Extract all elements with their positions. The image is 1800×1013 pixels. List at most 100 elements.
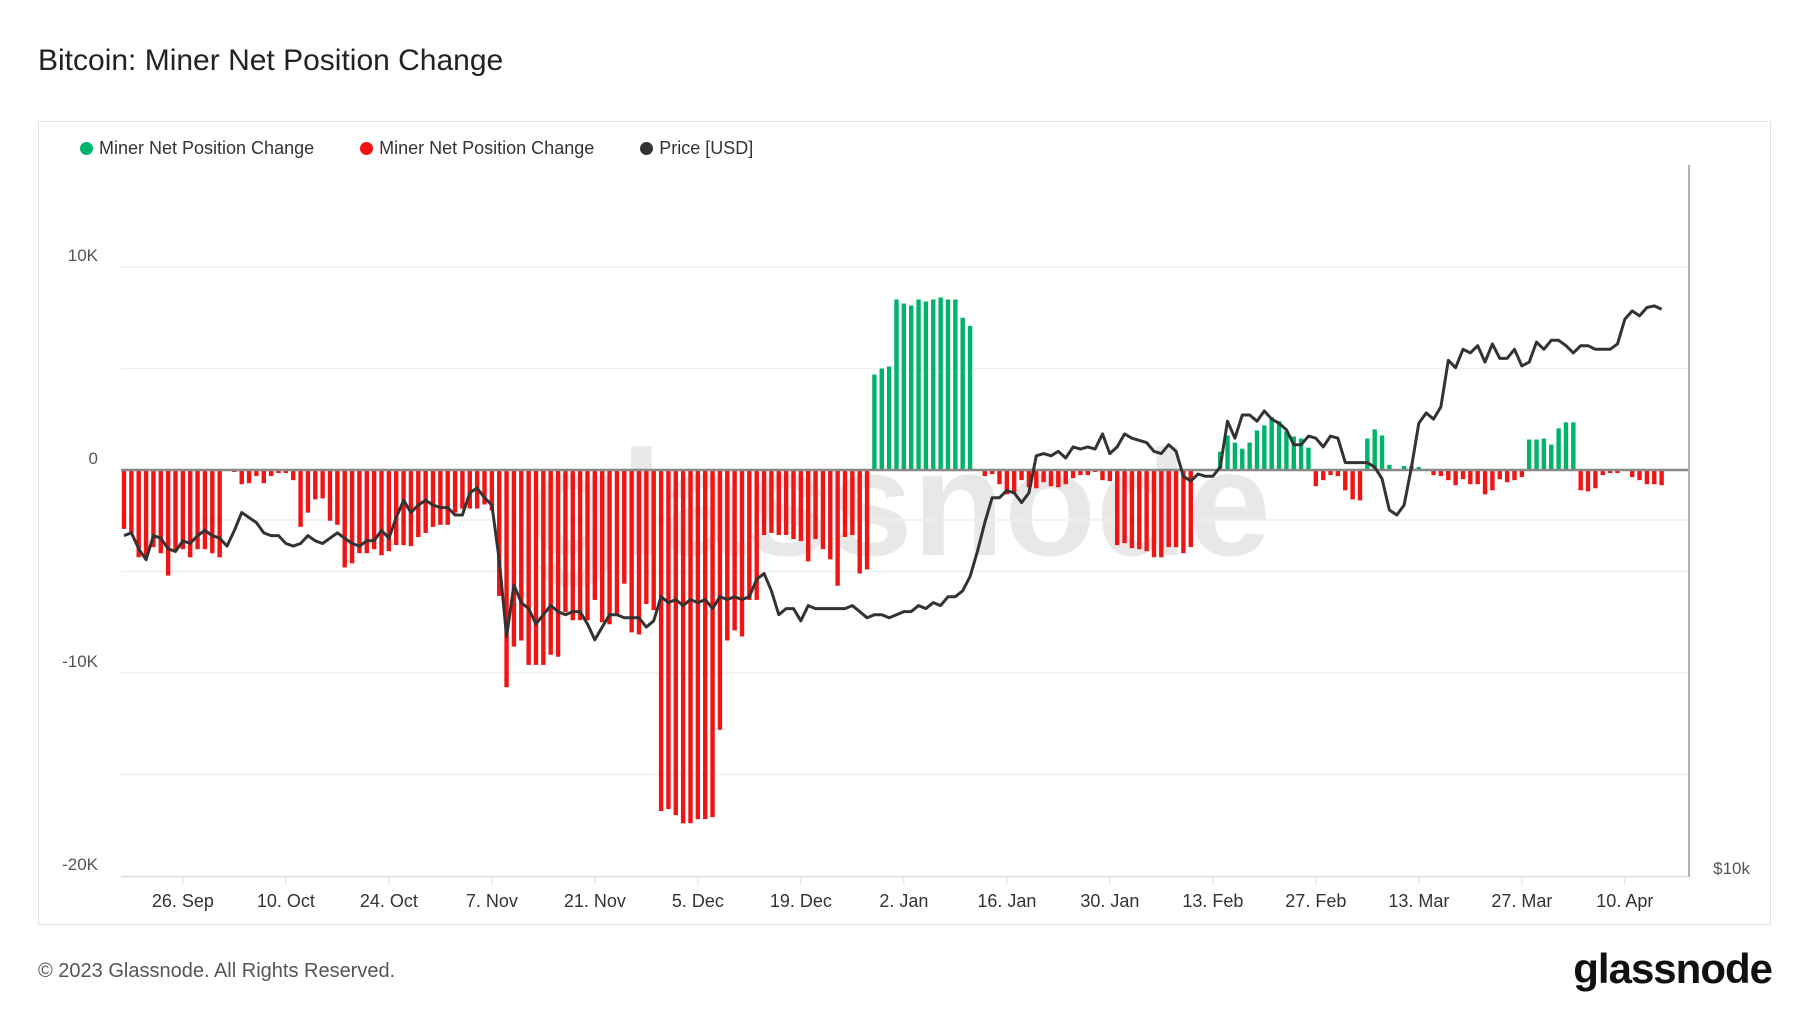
bar-positive xyxy=(1526,439,1532,470)
bar-positive xyxy=(1549,444,1554,470)
bar-negative xyxy=(710,470,715,818)
bar-negative xyxy=(1004,470,1010,495)
bar-positive xyxy=(1225,435,1230,470)
bar-negative xyxy=(298,470,303,527)
bar-positive xyxy=(872,374,877,470)
bar-positive xyxy=(1372,429,1377,470)
bar-negative xyxy=(1578,470,1583,491)
x-tick-label: 2. Jan xyxy=(879,891,928,911)
legend-item-inflow[interactable]: Miner Net Position Change xyxy=(80,138,314,159)
bar-negative xyxy=(1652,470,1657,485)
bar-negative xyxy=(519,470,524,641)
bar-negative xyxy=(1034,470,1039,489)
bar-negative xyxy=(313,470,318,500)
bar-negative xyxy=(1320,470,1326,481)
bar-positive xyxy=(923,301,929,470)
bar-negative xyxy=(408,470,414,547)
bar-negative xyxy=(460,470,465,509)
bar-negative xyxy=(585,470,590,621)
bar-positive xyxy=(931,299,936,470)
bar-negative xyxy=(1512,470,1517,481)
bar-negative xyxy=(680,470,686,824)
bar-negative xyxy=(688,470,693,824)
bar-negative xyxy=(1063,470,1068,485)
bar-positive xyxy=(1541,438,1547,470)
bar-negative xyxy=(666,470,671,810)
bar-negative xyxy=(570,470,575,621)
bar-positive xyxy=(1247,442,1252,470)
bar-negative xyxy=(401,470,406,546)
bar-negative xyxy=(371,470,377,550)
bar-negative xyxy=(136,470,141,558)
bar-negative xyxy=(592,470,598,600)
bar-negative xyxy=(1085,470,1090,476)
bar-negative xyxy=(1011,470,1017,493)
bar-negative xyxy=(430,470,436,527)
bar-negative xyxy=(1026,470,1032,488)
bar-positive xyxy=(1269,417,1274,470)
glassnode-logo: glassnode xyxy=(1573,945,1773,992)
bar-negative xyxy=(158,470,163,554)
bar-negative xyxy=(1637,470,1642,481)
bar-negative xyxy=(1460,470,1466,480)
bar-negative xyxy=(658,470,664,812)
x-tick-label: 5. Dec xyxy=(672,891,724,911)
bar-positive xyxy=(1276,421,1282,470)
bar-negative xyxy=(577,470,583,621)
bar-positive xyxy=(938,297,943,470)
bar-negative xyxy=(776,470,781,535)
bar-negative xyxy=(1585,470,1591,492)
bar-positive xyxy=(1365,438,1370,470)
legend-label: Miner Net Position Change xyxy=(99,138,315,158)
x-tick-label: 13. Feb xyxy=(1182,891,1243,911)
bar-negative xyxy=(989,470,995,475)
bar-negative xyxy=(982,470,987,477)
y-tick-label: 10K xyxy=(68,246,99,265)
bar-negative xyxy=(739,470,745,637)
legend-item-outflow[interactable]: Miner Net Position Change xyxy=(360,138,594,159)
bar-negative xyxy=(438,470,443,525)
x-tick-label: 27. Feb xyxy=(1285,891,1346,911)
bar-negative xyxy=(239,470,244,485)
bar-positive xyxy=(1401,465,1407,470)
bar-positive xyxy=(1240,448,1245,470)
bar-negative xyxy=(511,470,517,647)
bar-negative xyxy=(1166,470,1171,548)
bar-negative xyxy=(349,470,355,564)
bar-negative xyxy=(732,470,737,631)
price-line xyxy=(123,304,1663,642)
x-tick-label: 27. Mar xyxy=(1491,891,1552,911)
bar-negative xyxy=(504,470,509,688)
bar-negative xyxy=(622,470,627,584)
bar-negative xyxy=(386,470,392,552)
bar-negative xyxy=(357,470,362,554)
bar-negative xyxy=(1350,470,1355,500)
x-tick-label: 16. Jan xyxy=(977,891,1036,911)
x-tick-label: 26. Sep xyxy=(152,891,214,911)
bar-negative xyxy=(467,470,472,509)
bar-negative xyxy=(1151,470,1157,558)
bar-negative xyxy=(1600,470,1605,476)
right-axis-tick-label: $10k xyxy=(1713,859,1750,878)
bar-positive xyxy=(1254,430,1260,470)
bar-negative xyxy=(864,470,870,570)
bar-positive xyxy=(953,299,958,470)
bar-negative xyxy=(783,470,789,535)
x-tick-label: 30. Jan xyxy=(1080,891,1139,911)
bar-negative xyxy=(364,470,369,554)
bar-negative xyxy=(813,470,818,540)
bar-negative xyxy=(1519,470,1525,478)
bar-negative xyxy=(1019,470,1024,481)
bar-negative xyxy=(1453,470,1458,486)
bar-negative xyxy=(305,470,311,513)
bar-negative xyxy=(268,470,274,477)
bar-negative xyxy=(850,470,855,535)
bar-negative xyxy=(1504,470,1510,483)
legend-item-price[interactable]: Price [USD] xyxy=(640,138,753,159)
bar-negative xyxy=(1629,470,1635,478)
bar-negative xyxy=(1343,470,1348,491)
bar-negative xyxy=(283,470,289,474)
bar-negative xyxy=(769,470,774,533)
bar-negative xyxy=(151,470,156,548)
